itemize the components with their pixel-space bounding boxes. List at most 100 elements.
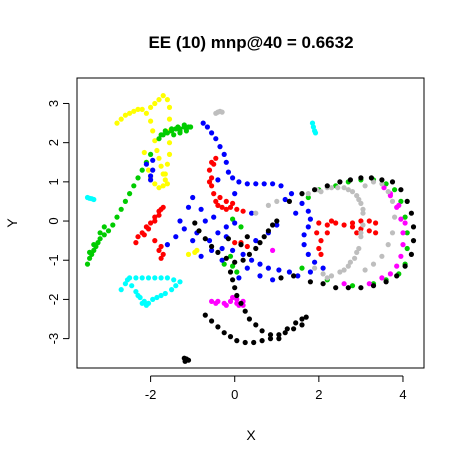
- data-point: [127, 275, 133, 281]
- data-point: [356, 196, 362, 203]
- data-point: [276, 332, 282, 338]
- data-point: [164, 181, 170, 187]
- data-point: [242, 308, 248, 314]
- data-point: [341, 281, 347, 287]
- data-point: [345, 285, 351, 291]
- data-point: [133, 289, 139, 295]
- data-point: [215, 177, 221, 183]
- data-point: [225, 236, 231, 242]
- data-point: [259, 328, 265, 334]
- data-point: [392, 187, 398, 193]
- data-point: [127, 110, 133, 116]
- data-point: [379, 177, 385, 183]
- data-point: [135, 175, 141, 181]
- data-point: [354, 193, 360, 199]
- data-point: [198, 253, 204, 259]
- data-point: [318, 251, 324, 257]
- data-point: [173, 234, 179, 240]
- data-point: [202, 218, 208, 224]
- data-point: [358, 285, 364, 291]
- data-point: [230, 277, 236, 283]
- data-point: [169, 287, 175, 293]
- data-point: [305, 191, 311, 197]
- data-point: [274, 198, 280, 204]
- data-point: [259, 338, 265, 344]
- data-point: [185, 251, 192, 257]
- data-point: [152, 214, 158, 220]
- data-point: [307, 216, 313, 222]
- data-point: [148, 177, 154, 183]
- data-point: [303, 314, 309, 320]
- data-point: [192, 220, 198, 226]
- data-point: [166, 116, 173, 122]
- data-point: [299, 322, 305, 328]
- data-point: [358, 230, 364, 236]
- data-point: [370, 179, 377, 185]
- data-point: [160, 251, 166, 257]
- data-point: [257, 273, 263, 279]
- data-point: [105, 228, 112, 234]
- data-point: [131, 108, 137, 114]
- data-point: [122, 112, 128, 118]
- data-point: [225, 169, 231, 175]
- data-point: [223, 159, 229, 165]
- data-point: [274, 222, 280, 228]
- data-point: [206, 238, 213, 244]
- data-point: [158, 255, 164, 261]
- data-point: [164, 97, 170, 103]
- data-point: [227, 298, 234, 304]
- data-point: [366, 228, 372, 234]
- data-point: [383, 279, 389, 285]
- data-point: [219, 257, 225, 263]
- data-point: [223, 206, 229, 212]
- data-point: [370, 283, 377, 289]
- data-point: [402, 214, 408, 220]
- data-point: [141, 149, 147, 156]
- data-point: [171, 277, 177, 283]
- data-point: [173, 283, 179, 289]
- data-point: [234, 206, 240, 212]
- data-point: [213, 198, 219, 204]
- data-point: [158, 163, 164, 169]
- data-point: [324, 230, 330, 236]
- data-point: [223, 198, 229, 204]
- data-point: [206, 179, 213, 185]
- data-point: [171, 132, 177, 138]
- data-point: [307, 269, 313, 275]
- data-point: [389, 230, 396, 236]
- data-point: [270, 181, 276, 187]
- data-point: [158, 243, 164, 250]
- data-point: [232, 240, 238, 246]
- data-point: [358, 218, 364, 224]
- data-point: [118, 287, 124, 293]
- data-point: [145, 226, 152, 232]
- data-point: [221, 330, 227, 336]
- data-point: [257, 240, 263, 246]
- data-point: [379, 181, 385, 187]
- data-point: [293, 210, 299, 216]
- data-point: [354, 249, 360, 255]
- data-point: [335, 185, 341, 191]
- data-point: [182, 358, 188, 364]
- data-point: [276, 336, 282, 342]
- data-point: [240, 208, 246, 214]
- data-point: [373, 220, 379, 226]
- data-point: [213, 300, 219, 306]
- data-point: [213, 155, 219, 161]
- data-point: [162, 290, 168, 297]
- data-point: [244, 243, 250, 250]
- data-point: [381, 185, 387, 191]
- data-point: [221, 151, 227, 157]
- data-point: [202, 236, 208, 242]
- data-point: [145, 275, 152, 281]
- data-point: [324, 222, 330, 228]
- data-point: [152, 218, 158, 224]
- data-point: [270, 277, 276, 283]
- data-point: [244, 234, 250, 240]
- data-point: [200, 120, 206, 126]
- data-point: [257, 261, 263, 267]
- data-point: [404, 245, 410, 252]
- data-point: [209, 175, 215, 181]
- data-point: [84, 261, 91, 267]
